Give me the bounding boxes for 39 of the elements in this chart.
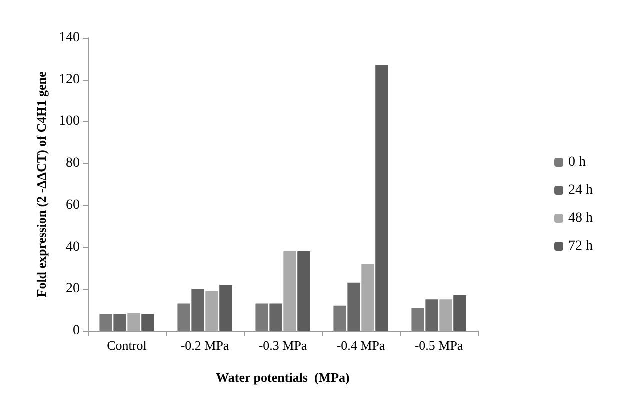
y-tick-label: 140 (59, 30, 80, 46)
bar (362, 264, 374, 331)
bar (142, 314, 154, 331)
x-tick-label: -0.5 MPa (414, 338, 464, 353)
y-tick-label: 20 (66, 282, 80, 297)
bar (192, 289, 204, 331)
y-tick-label: 80 (66, 156, 80, 172)
bar (298, 251, 310, 331)
bar (440, 300, 452, 331)
x-tick-label: -0.2 MPa (180, 338, 230, 353)
bar (256, 304, 268, 331)
y-tick-label: 40 (66, 240, 80, 255)
bar (348, 282, 360, 331)
y-axis-title: Fold expression (2 -ΔΔCT) of C4H1 gene (34, 72, 50, 298)
x-axis-title: Water potentials (MPa) (216, 370, 350, 385)
y-tick-label: 100 (59, 114, 80, 130)
bar (114, 314, 126, 331)
y-tick-label: 0 (73, 324, 80, 338)
x-tick-label: -0.3 MPa (258, 338, 308, 353)
x-tick-label: Control (107, 338, 148, 353)
bar (412, 308, 424, 331)
bar (100, 314, 112, 331)
legend-label: 72 h (568, 239, 593, 254)
bar (270, 304, 282, 331)
y-tick-label: 60 (66, 198, 80, 213)
bar (128, 313, 140, 331)
bar (376, 65, 388, 331)
legend-label: 0 h (568, 155, 586, 170)
bar (220, 284, 232, 331)
bar (334, 306, 346, 331)
bar (178, 304, 190, 331)
bar (284, 251, 296, 331)
legend-label: 48 h (568, 211, 593, 226)
y-tick-label: 120 (59, 72, 80, 88)
x-tick-label: -0.4 MPa (336, 338, 386, 353)
legend-label: 24 h (568, 183, 593, 198)
bar (454, 295, 466, 331)
bar (426, 300, 438, 331)
bar (206, 291, 218, 331)
